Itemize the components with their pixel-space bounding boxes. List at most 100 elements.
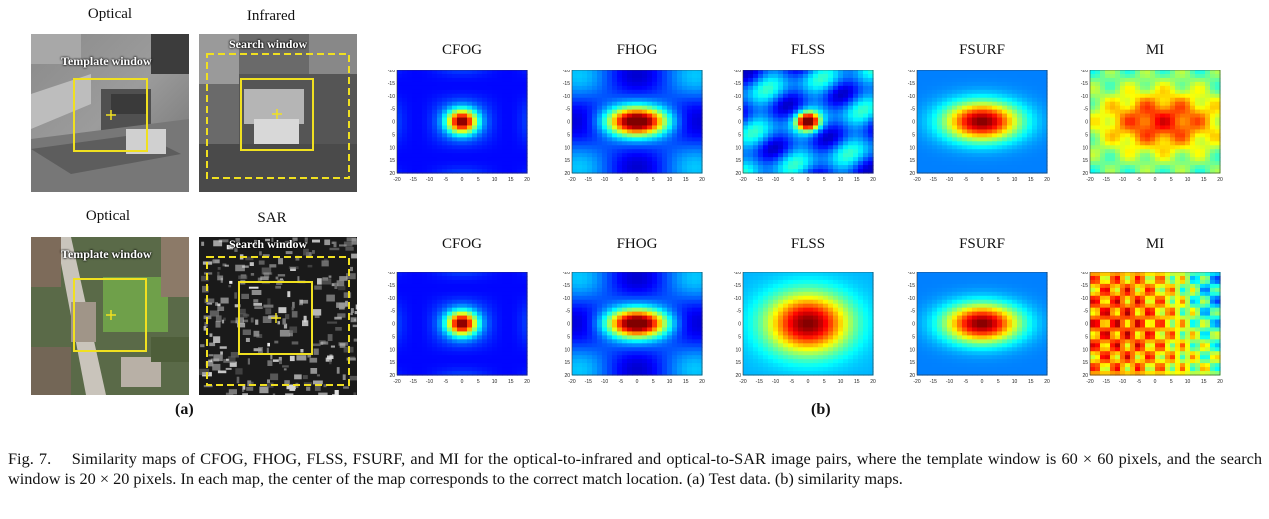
x-tick-label: -5 xyxy=(619,379,624,385)
y-tick-label: -15 xyxy=(388,81,395,87)
x-tick-label: 0 xyxy=(636,379,639,385)
x-tick-label: 10 xyxy=(838,379,844,385)
y-tick-label: -15 xyxy=(734,283,741,289)
y-tick-label: 5 xyxy=(738,334,741,340)
y-tick-label: 0 xyxy=(567,322,570,328)
x-tick-label: -20 xyxy=(913,177,920,183)
x-tick-label: 10 xyxy=(838,177,844,183)
x-tick-label: 15 xyxy=(1028,379,1034,385)
x-tick-label: 15 xyxy=(854,177,860,183)
y-tick-label: 20 xyxy=(735,171,741,177)
y-tick-label: 20 xyxy=(735,373,741,379)
y-tick-label: 15 xyxy=(564,158,570,164)
y-tick-label: 5 xyxy=(392,132,395,138)
x-tick-label: 0 xyxy=(807,379,810,385)
y-tick-label: -20 xyxy=(1081,272,1088,276)
y-tick-label: 15 xyxy=(909,360,915,366)
y-tick-label: -5 xyxy=(911,309,916,315)
y-tick-label: -20 xyxy=(908,272,915,276)
y-tick-label: 15 xyxy=(735,158,741,164)
search-window-label: Search window xyxy=(229,237,308,251)
y-tick-label: 0 xyxy=(912,322,915,328)
x-tick-label: -20 xyxy=(393,177,400,183)
map-title-mi: MI xyxy=(1145,236,1165,252)
y-tick-label: 10 xyxy=(1082,347,1088,353)
x-tick-label: 10 xyxy=(492,379,498,385)
x-tick-label: 15 xyxy=(1201,379,1207,385)
y-tick-label: -20 xyxy=(563,70,570,74)
y-tick-label: 20 xyxy=(1082,373,1088,379)
y-tick-label: 10 xyxy=(564,145,570,151)
y-tick-label: -15 xyxy=(563,283,570,289)
sar-image: Search window xyxy=(199,237,357,395)
y-tick-label: 0 xyxy=(1085,322,1088,328)
y-tick-label: -10 xyxy=(388,296,395,302)
x-tick-label: 20 xyxy=(1217,379,1223,385)
y-tick-label: -5 xyxy=(566,309,571,315)
y-tick-label: -10 xyxy=(734,94,741,100)
y-tick-label: -5 xyxy=(737,107,742,113)
search-window-label: Search window xyxy=(229,37,308,51)
x-tick-label: -5 xyxy=(790,177,795,183)
y-tick-label: -15 xyxy=(908,283,915,289)
y-tick-label: 15 xyxy=(1082,360,1088,366)
y-tick-label: 10 xyxy=(909,145,915,151)
x-tick-label: -10 xyxy=(772,177,779,183)
x-tick-label: 15 xyxy=(1028,177,1034,183)
y-tick-label: -15 xyxy=(908,81,915,87)
y-tick-label: 20 xyxy=(389,171,395,177)
x-tick-label: -10 xyxy=(1119,177,1126,183)
x-tick-label: 20 xyxy=(1217,177,1223,183)
y-tick-label: 20 xyxy=(1082,171,1088,177)
x-tick-label: -15 xyxy=(930,177,937,183)
y-tick-label: 10 xyxy=(909,347,915,353)
x-tick-label: -15 xyxy=(410,177,417,183)
x-tick-label: 5 xyxy=(652,379,655,385)
panel-b-label: (b) xyxy=(811,401,831,418)
x-tick-label: -20 xyxy=(1086,379,1093,385)
x-tick-label: -10 xyxy=(946,379,953,385)
x-tick-label: -20 xyxy=(739,379,746,385)
x-tick-label: -10 xyxy=(772,379,779,385)
y-tick-label: 5 xyxy=(567,334,570,340)
y-tick-label: -20 xyxy=(563,272,570,276)
x-tick-label: -10 xyxy=(601,177,608,183)
y-tick-label: -5 xyxy=(391,107,396,113)
x-tick-label: 20 xyxy=(870,177,876,183)
x-tick-label: -5 xyxy=(964,177,969,183)
x-tick-label: 5 xyxy=(1170,379,1173,385)
x-tick-label: 20 xyxy=(870,379,876,385)
y-tick-label: -10 xyxy=(908,296,915,302)
y-tick-label: 10 xyxy=(735,145,741,151)
x-tick-label: -15 xyxy=(585,379,592,385)
x-tick-label: -15 xyxy=(585,177,592,183)
y-tick-label: 10 xyxy=(564,347,570,353)
x-tick-label: 20 xyxy=(1044,177,1050,183)
x-tick-label: -5 xyxy=(444,379,449,385)
x-tick-label: 5 xyxy=(997,177,1000,183)
y-tick-label: -10 xyxy=(1081,296,1088,302)
row1-infrared-title: Infrared xyxy=(246,8,296,24)
x-tick-label: -10 xyxy=(1119,379,1126,385)
y-tick-label: 10 xyxy=(389,347,395,353)
x-tick-label: 15 xyxy=(683,177,689,183)
x-tick-label: -10 xyxy=(426,379,433,385)
x-tick-label: 20 xyxy=(699,177,705,183)
map-title-mi: MI xyxy=(1145,42,1165,58)
y-tick-label: 0 xyxy=(567,120,570,126)
x-tick-label: 5 xyxy=(823,177,826,183)
y-tick-label: -10 xyxy=(563,296,570,302)
x-tick-label: 15 xyxy=(683,379,689,385)
map-title-fsurf: FSURF xyxy=(959,42,1005,58)
y-tick-label: 5 xyxy=(912,132,915,138)
map-title-fhog: FHOG xyxy=(616,236,658,252)
y-tick-label: 5 xyxy=(738,132,741,138)
x-tick-label: 15 xyxy=(854,379,860,385)
infrared-image: Search window xyxy=(199,34,357,192)
y-tick-label: 15 xyxy=(1082,158,1088,164)
